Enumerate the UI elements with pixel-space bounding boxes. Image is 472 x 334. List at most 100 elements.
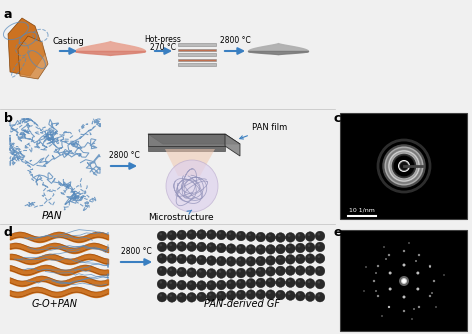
Circle shape [238,246,241,248]
Circle shape [399,276,409,286]
Circle shape [219,245,221,247]
Circle shape [199,283,202,285]
Circle shape [276,278,285,287]
Circle shape [298,268,300,270]
Circle shape [219,232,221,234]
Circle shape [388,288,392,291]
Circle shape [189,270,192,272]
Polygon shape [148,146,225,151]
Circle shape [248,246,251,249]
Circle shape [217,243,226,253]
Circle shape [288,268,290,270]
Text: 270 °C: 270 °C [150,43,176,52]
Circle shape [416,272,419,275]
Circle shape [416,288,419,291]
Circle shape [286,266,295,276]
Circle shape [160,268,162,271]
Text: PAN film: PAN film [240,123,287,139]
Circle shape [258,258,261,261]
Circle shape [305,242,315,252]
Circle shape [266,267,276,276]
Circle shape [276,233,285,242]
Circle shape [228,258,231,261]
Circle shape [199,244,202,246]
Circle shape [435,306,437,308]
Polygon shape [148,134,225,146]
Circle shape [268,234,271,237]
Circle shape [177,242,186,251]
Circle shape [246,279,256,288]
Circle shape [365,266,367,268]
Circle shape [403,296,405,299]
Circle shape [219,258,221,261]
Circle shape [413,308,415,310]
Circle shape [179,256,182,259]
Circle shape [288,293,290,295]
Circle shape [305,232,315,241]
Circle shape [256,245,266,254]
Circle shape [288,256,290,259]
Circle shape [199,270,202,273]
Circle shape [199,231,202,234]
Circle shape [197,242,206,252]
Polygon shape [148,134,240,144]
Circle shape [295,254,305,264]
Circle shape [318,268,320,271]
Circle shape [278,292,280,295]
Circle shape [258,280,261,282]
Circle shape [238,233,241,235]
Circle shape [408,242,410,244]
Text: PAN-derived GF: PAN-derived GF [204,299,280,309]
Circle shape [268,258,271,260]
Circle shape [288,234,290,237]
Circle shape [308,294,310,296]
Circle shape [418,254,420,256]
Circle shape [169,282,172,284]
Circle shape [298,245,300,247]
Circle shape [236,244,246,254]
Circle shape [236,268,246,278]
Circle shape [411,318,413,320]
Circle shape [187,293,196,302]
Circle shape [228,270,231,273]
Circle shape [217,230,226,240]
Circle shape [276,255,285,265]
Circle shape [217,256,226,266]
Bar [340,113,467,219]
Circle shape [238,259,241,261]
Circle shape [258,234,261,236]
Circle shape [388,272,392,275]
Circle shape [157,266,167,276]
Circle shape [236,290,246,300]
Circle shape [305,279,315,288]
Circle shape [295,243,305,253]
Circle shape [179,243,182,246]
Circle shape [315,292,325,302]
Circle shape [219,293,221,295]
Circle shape [209,282,211,285]
Circle shape [248,233,251,236]
Circle shape [207,292,216,301]
Circle shape [308,281,310,283]
Circle shape [415,260,417,262]
Circle shape [276,290,285,300]
Circle shape [398,160,410,172]
Circle shape [189,257,192,259]
Circle shape [403,250,405,252]
Circle shape [189,282,192,285]
Circle shape [227,291,236,300]
Circle shape [256,256,266,266]
Bar [178,53,216,56]
Text: Hot-press: Hot-press [144,35,181,44]
Circle shape [276,266,285,276]
Circle shape [298,280,300,283]
Circle shape [179,294,182,297]
Circle shape [305,292,315,302]
Circle shape [433,280,435,282]
Circle shape [298,293,300,296]
Circle shape [169,269,172,271]
Circle shape [187,255,196,264]
Circle shape [315,242,325,252]
Circle shape [266,290,276,300]
Text: 2800 °C: 2800 °C [219,36,250,45]
